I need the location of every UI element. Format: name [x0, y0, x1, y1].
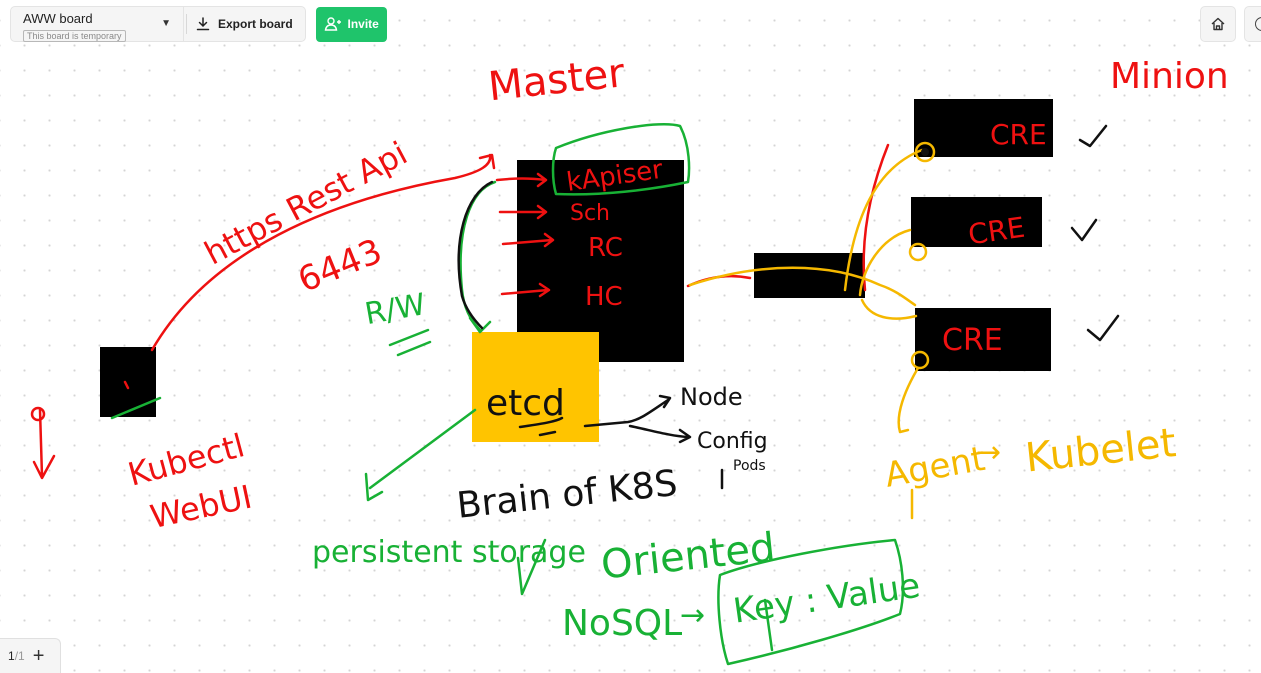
- page-indicator[interactable]: 1/1: [8, 649, 25, 663]
- minion-port-2: [908, 242, 928, 262]
- config-arrow: [628, 424, 692, 444]
- minion-cre-2: CRE: [966, 211, 1027, 252]
- invite-button[interactable]: Invite: [315, 6, 387, 42]
- connector-box: [754, 253, 865, 298]
- board-name[interactable]: AWW board: [23, 11, 93, 26]
- total-pages: /1: [14, 649, 25, 663]
- current-page: 1: [8, 649, 15, 663]
- board-menu[interactable]: AWW board This board is temporary ▼: [10, 6, 184, 42]
- etcd-label: etcd: [486, 383, 565, 424]
- etcd-out-line: [583, 394, 672, 428]
- node-store-label: Node: [680, 383, 743, 411]
- download-icon: [196, 17, 210, 31]
- webui-label: WebUI: [147, 478, 255, 537]
- nosql-arrow: →: [680, 598, 705, 633]
- pods-store-label: Pods: [733, 458, 766, 474]
- rw-underline: [388, 328, 432, 357]
- rw-loop-arrow: [459, 180, 497, 334]
- red-annotations: [30, 143, 890, 480]
- master-title: Master: [486, 50, 627, 110]
- add-user-icon: [324, 17, 341, 31]
- agent-arrow-label: →: [976, 435, 1001, 470]
- black-annotations: [457, 124, 1120, 490]
- config-store-label: Config: [697, 429, 768, 454]
- temporary-badge: This board is temporary: [23, 30, 126, 42]
- hc-label: HC: [585, 282, 623, 312]
- yellow-link-4: [860, 298, 918, 320]
- minion-box-1: [914, 99, 1053, 157]
- keyvalue-divider: [763, 598, 774, 652]
- page-navigation: 1/1 +: [0, 638, 61, 673]
- kubelet-label: Kubelet: [1023, 420, 1178, 482]
- check-2: [1070, 218, 1098, 242]
- minion-box-3: [915, 308, 1051, 371]
- persistent-arrow: [364, 408, 477, 502]
- persistent-label: persistent storage: [312, 535, 586, 570]
- export-board-button[interactable]: Export board: [184, 6, 306, 42]
- green-annotations: [110, 123, 905, 666]
- rw-loop-black: [457, 180, 494, 330]
- persistent-caret: [516, 538, 547, 596]
- rw-label: R/W: [362, 287, 428, 332]
- keyvalue-outline: [717, 538, 905, 666]
- hc-arrow: [500, 282, 551, 298]
- agent-arrow: [897, 366, 920, 434]
- apiserver-outline: [551, 123, 691, 196]
- minion-cre-3: CRE: [942, 323, 1003, 358]
- brain-label: Brain of K8S: [455, 463, 679, 527]
- minion-cre-1: CRE: [990, 118, 1047, 151]
- minion-port-1-dot: [921, 148, 929, 156]
- kubectl-box: [100, 347, 156, 417]
- board-toolbar: AWW board This board is temporary ▼ Expo…: [10, 6, 387, 42]
- minion-port-1: [914, 141, 936, 163]
- home-button[interactable]: [1200, 6, 1236, 42]
- more-button[interactable]: [1244, 6, 1261, 42]
- apiserver-arrow: [495, 172, 548, 188]
- rc-label: RC: [588, 233, 623, 263]
- check-3: [1086, 314, 1120, 342]
- port-label: 6443: [293, 231, 388, 301]
- kubectl-mark: [123, 380, 130, 390]
- yellow-link-1: [688, 266, 917, 307]
- scheduler-label: Sch: [570, 201, 610, 226]
- export-board-label: Export board: [218, 17, 293, 31]
- plus-icon[interactable]: +: [32, 645, 45, 667]
- kubectl-underline: [110, 396, 162, 420]
- minion-port-3: [910, 350, 930, 370]
- sch-arrow: [498, 204, 548, 220]
- yellow-link-3: [858, 228, 912, 297]
- minion-red-line: [862, 143, 890, 292]
- https-arrow: [150, 153, 496, 352]
- oriented-label: Oriented: [599, 525, 778, 589]
- yellow-annotations: [688, 141, 936, 520]
- chevron-down-icon[interactable]: ▼: [161, 18, 171, 29]
- invite-label: Invite: [347, 17, 379, 31]
- check-1: [1078, 124, 1108, 148]
- agent-label: Agent: [882, 439, 988, 496]
- side-arrow: [32, 408, 56, 480]
- keyvalue-label: Key : Value: [731, 566, 923, 632]
- home-icon: [1211, 17, 1225, 31]
- etcd-underline: [518, 416, 564, 437]
- https-label: https Rest Api: [198, 134, 413, 272]
- minion-box-2: [911, 197, 1042, 247]
- yellow-link-2: [843, 148, 924, 292]
- nosql-label: NoSQL: [562, 603, 682, 644]
- side-loop: [30, 406, 46, 422]
- rc-arrow: [501, 232, 555, 248]
- minion-title: Minion: [1110, 56, 1229, 97]
